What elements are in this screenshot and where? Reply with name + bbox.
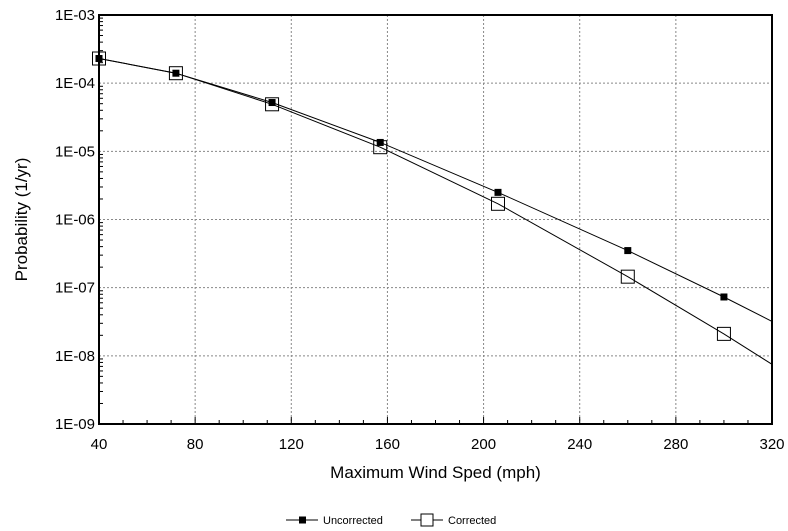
marker-corrected [373, 140, 388, 155]
x-tick-label: 280 [663, 436, 688, 453]
y-tick-label: 1E-06 [55, 212, 95, 229]
marker-uncorrected [95, 55, 103, 63]
y-tick-label: 1E-08 [55, 348, 95, 365]
marker-uncorrected [268, 99, 276, 107]
x-tick-label: 40 [91, 436, 108, 453]
series-markers [92, 51, 731, 341]
x-tick-label: 120 [279, 436, 304, 453]
series-lines [98, 58, 773, 365]
y-axis-title: Probability (1/yr) [12, 158, 31, 282]
marker-corrected [265, 97, 280, 112]
x-tick-labels: 40 80 120 160 200 240 280 320 [91, 436, 785, 453]
marker-corrected [490, 196, 505, 211]
x-tick-label: 160 [375, 436, 400, 453]
y-tick-label: 1E-09 [55, 416, 95, 433]
y-tick-label: 1E-05 [55, 143, 95, 160]
grid-lines [99, 15, 772, 424]
marker-uncorrected [494, 188, 502, 196]
legend: Uncorrected Corrected [286, 513, 496, 527]
y-tick-labels: 1E-09 1E-08 1E-07 1E-06 1E-05 1E-04 1E-03 [55, 7, 95, 433]
legend-marker-open-square [420, 513, 434, 527]
y-tick-label: 1E-03 [55, 7, 95, 24]
marker-corrected [92, 51, 106, 66]
marker-uncorrected [376, 138, 384, 146]
marker-uncorrected [720, 293, 728, 301]
x-axis-title: Maximum Wind Sped (mph) [330, 463, 541, 482]
legend-label: Uncorrected [323, 515, 383, 527]
series-line-uncorrected [98, 58, 773, 322]
x-tick-label: 80 [187, 436, 204, 453]
marker-corrected [620, 269, 635, 284]
y-tick-label: 1E-07 [55, 280, 95, 297]
y-tick-label: 1E-04 [55, 75, 95, 92]
series-line-corrected [98, 58, 773, 365]
marker-corrected [168, 66, 183, 81]
x-tick-label: 320 [759, 436, 784, 453]
legend-marker-filled-square [299, 516, 306, 524]
x-tick-label: 200 [471, 436, 496, 453]
legend-label: Corrected [448, 515, 496, 527]
plot-frame [98, 14, 773, 425]
marker-uncorrected [172, 69, 180, 77]
marker-uncorrected [624, 247, 632, 255]
marker-corrected [716, 326, 731, 341]
x-tick-label: 240 [567, 436, 592, 453]
